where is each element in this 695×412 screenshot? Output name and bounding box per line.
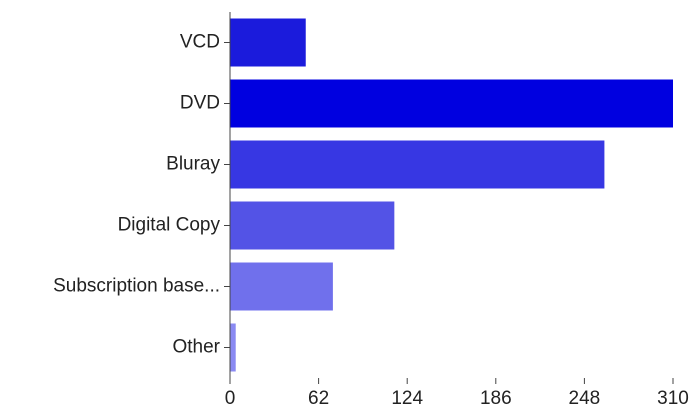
y-tick-label: Bluray xyxy=(166,154,220,175)
x-tick-label: 186 xyxy=(480,388,512,409)
bar xyxy=(230,201,395,250)
x-tick-label: 124 xyxy=(391,388,423,409)
bar xyxy=(230,79,673,128)
y-tick-label: DVD xyxy=(180,93,220,114)
y-tick-label: VCD xyxy=(180,32,220,53)
bar xyxy=(230,140,605,189)
y-tick-label: Digital Copy xyxy=(118,215,221,236)
x-tick-label: 62 xyxy=(308,388,329,409)
x-tick-label: 310 xyxy=(657,388,689,409)
bar xyxy=(230,262,333,311)
y-tick-label: Subscription base... xyxy=(53,276,220,297)
bar xyxy=(230,18,306,67)
bar xyxy=(230,323,236,372)
y-tick-label: Other xyxy=(172,337,220,358)
x-tick-label: 248 xyxy=(569,388,601,409)
x-tick-label: 0 xyxy=(225,388,236,409)
